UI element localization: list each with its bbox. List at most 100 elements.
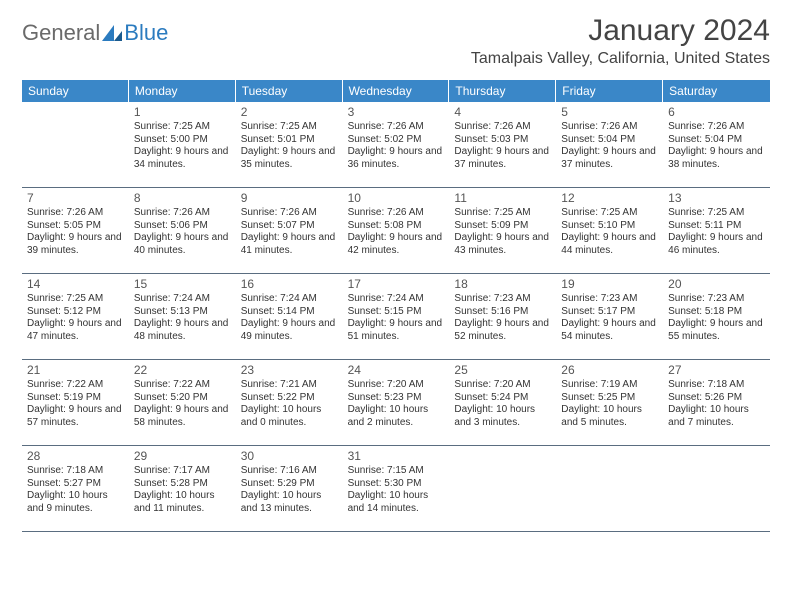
- sunrise-text: Sunrise: 7:26 AM: [454, 121, 551, 134]
- sunset-text: Sunset: 5:10 PM: [561, 220, 658, 233]
- calendar-cell: 11Sunrise: 7:25 AMSunset: 5:09 PMDayligh…: [449, 188, 556, 274]
- day-number: 24: [348, 363, 445, 378]
- daylight-text: Daylight: 10 hours and 9 minutes.: [27, 490, 124, 515]
- daylight-text: Daylight: 9 hours and 43 minutes.: [454, 232, 551, 257]
- sunrise-text: Sunrise: 7:26 AM: [27, 207, 124, 220]
- daylight-text: Daylight: 10 hours and 13 minutes.: [241, 490, 338, 515]
- daylight-text: Daylight: 9 hours and 58 minutes.: [134, 404, 231, 429]
- daylight-text: Daylight: 9 hours and 37 minutes.: [561, 146, 658, 171]
- calendar-cell: [556, 446, 663, 532]
- sunset-text: Sunset: 5:12 PM: [27, 306, 124, 319]
- day-number: 12: [561, 191, 658, 206]
- daylight-text: Daylight: 9 hours and 37 minutes.: [454, 146, 551, 171]
- calendar-cell: [663, 446, 770, 532]
- daylight-text: Daylight: 9 hours and 54 minutes.: [561, 318, 658, 343]
- day-number: 6: [668, 105, 765, 120]
- day-number: 11: [454, 191, 551, 206]
- daylight-text: Daylight: 9 hours and 39 minutes.: [27, 232, 124, 257]
- day-number: 3: [348, 105, 445, 120]
- daylight-text: Daylight: 10 hours and 7 minutes.: [668, 404, 765, 429]
- sunset-text: Sunset: 5:13 PM: [134, 306, 231, 319]
- calendar-cell: 29Sunrise: 7:17 AMSunset: 5:28 PMDayligh…: [129, 446, 236, 532]
- day-number: 1: [134, 105, 231, 120]
- logo-text-general: General: [22, 20, 100, 46]
- calendar-cell: 13Sunrise: 7:25 AMSunset: 5:11 PMDayligh…: [663, 188, 770, 274]
- calendar-cell: 25Sunrise: 7:20 AMSunset: 5:24 PMDayligh…: [449, 360, 556, 446]
- day-number: 28: [27, 449, 124, 464]
- calendar-cell: 23Sunrise: 7:21 AMSunset: 5:22 PMDayligh…: [236, 360, 343, 446]
- calendar-header-cell: Thursday: [449, 80, 556, 102]
- sunset-text: Sunset: 5:24 PM: [454, 392, 551, 405]
- sunset-text: Sunset: 5:01 PM: [241, 134, 338, 147]
- daylight-text: Daylight: 10 hours and 0 minutes.: [241, 404, 338, 429]
- sunset-text: Sunset: 5:06 PM: [134, 220, 231, 233]
- calendar-cell: 10Sunrise: 7:26 AMSunset: 5:08 PMDayligh…: [343, 188, 450, 274]
- sunrise-text: Sunrise: 7:25 AM: [134, 121, 231, 134]
- sunrise-text: Sunrise: 7:16 AM: [241, 465, 338, 478]
- sunrise-text: Sunrise: 7:17 AM: [134, 465, 231, 478]
- calendar-cell: 5Sunrise: 7:26 AMSunset: 5:04 PMDaylight…: [556, 102, 663, 188]
- sunset-text: Sunset: 5:03 PM: [454, 134, 551, 147]
- daylight-text: Daylight: 10 hours and 14 minutes.: [348, 490, 445, 515]
- sunset-text: Sunset: 5:19 PM: [27, 392, 124, 405]
- calendar-header-cell: Monday: [129, 80, 236, 102]
- calendar-cell: [449, 446, 556, 532]
- calendar-header-row: SundayMondayTuesdayWednesdayThursdayFrid…: [22, 80, 770, 102]
- calendar-cell: 4Sunrise: 7:26 AMSunset: 5:03 PMDaylight…: [449, 102, 556, 188]
- sunrise-text: Sunrise: 7:23 AM: [668, 293, 765, 306]
- sunset-text: Sunset: 5:22 PM: [241, 392, 338, 405]
- sunset-text: Sunset: 5:11 PM: [668, 220, 765, 233]
- daylight-text: Daylight: 10 hours and 11 minutes.: [134, 490, 231, 515]
- sunrise-text: Sunrise: 7:21 AM: [241, 379, 338, 392]
- calendar-cell: 8Sunrise: 7:26 AMSunset: 5:06 PMDaylight…: [129, 188, 236, 274]
- daylight-text: Daylight: 10 hours and 5 minutes.: [561, 404, 658, 429]
- day-number: 9: [241, 191, 338, 206]
- sunrise-text: Sunrise: 7:26 AM: [348, 207, 445, 220]
- daylight-text: Daylight: 9 hours and 35 minutes.: [241, 146, 338, 171]
- calendar-cell: 30Sunrise: 7:16 AMSunset: 5:29 PMDayligh…: [236, 446, 343, 532]
- day-number: 7: [27, 191, 124, 206]
- sunset-text: Sunset: 5:16 PM: [454, 306, 551, 319]
- day-number: 16: [241, 277, 338, 292]
- sunset-text: Sunset: 5:04 PM: [668, 134, 765, 147]
- calendar-cell: 28Sunrise: 7:18 AMSunset: 5:27 PMDayligh…: [22, 446, 129, 532]
- sunset-text: Sunset: 5:23 PM: [348, 392, 445, 405]
- calendar-body: 1Sunrise: 7:25 AMSunset: 5:00 PMDaylight…: [22, 102, 770, 532]
- day-number: 2: [241, 105, 338, 120]
- calendar-cell: [22, 102, 129, 188]
- daylight-text: Daylight: 10 hours and 2 minutes.: [348, 404, 445, 429]
- calendar-cell: 18Sunrise: 7:23 AMSunset: 5:16 PMDayligh…: [449, 274, 556, 360]
- sunrise-text: Sunrise: 7:26 AM: [241, 207, 338, 220]
- day-number: 15: [134, 277, 231, 292]
- sunrise-text: Sunrise: 7:26 AM: [348, 121, 445, 134]
- daylight-text: Daylight: 9 hours and 34 minutes.: [134, 146, 231, 171]
- sunset-text: Sunset: 5:00 PM: [134, 134, 231, 147]
- sunset-text: Sunset: 5:30 PM: [348, 478, 445, 491]
- calendar-cell: 15Sunrise: 7:24 AMSunset: 5:13 PMDayligh…: [129, 274, 236, 360]
- sunset-text: Sunset: 5:18 PM: [668, 306, 765, 319]
- daylight-text: Daylight: 9 hours and 52 minutes.: [454, 318, 551, 343]
- sunset-text: Sunset: 5:09 PM: [454, 220, 551, 233]
- day-number: 17: [348, 277, 445, 292]
- calendar-cell: 14Sunrise: 7:25 AMSunset: 5:12 PMDayligh…: [22, 274, 129, 360]
- daylight-text: Daylight: 9 hours and 42 minutes.: [348, 232, 445, 257]
- sunrise-text: Sunrise: 7:18 AM: [27, 465, 124, 478]
- daylight-text: Daylight: 9 hours and 49 minutes.: [241, 318, 338, 343]
- calendar-cell: 31Sunrise: 7:15 AMSunset: 5:30 PMDayligh…: [343, 446, 450, 532]
- sunset-text: Sunset: 5:08 PM: [348, 220, 445, 233]
- sunrise-text: Sunrise: 7:24 AM: [348, 293, 445, 306]
- calendar-cell: 17Sunrise: 7:24 AMSunset: 5:15 PMDayligh…: [343, 274, 450, 360]
- sunrise-text: Sunrise: 7:26 AM: [561, 121, 658, 134]
- sunrise-text: Sunrise: 7:18 AM: [668, 379, 765, 392]
- sunset-text: Sunset: 5:05 PM: [27, 220, 124, 233]
- calendar-header-cell: Wednesday: [343, 80, 450, 102]
- sunset-text: Sunset: 5:04 PM: [561, 134, 658, 147]
- sunrise-text: Sunrise: 7:26 AM: [668, 121, 765, 134]
- sunset-text: Sunset: 5:27 PM: [27, 478, 124, 491]
- calendar-cell: 21Sunrise: 7:22 AMSunset: 5:19 PMDayligh…: [22, 360, 129, 446]
- sunset-text: Sunset: 5:14 PM: [241, 306, 338, 319]
- calendar-cell: 20Sunrise: 7:23 AMSunset: 5:18 PMDayligh…: [663, 274, 770, 360]
- day-number: 26: [561, 363, 658, 378]
- daylight-text: Daylight: 10 hours and 3 minutes.: [454, 404, 551, 429]
- title-block: January 2024 Tamalpais Valley, Californi…: [471, 14, 770, 68]
